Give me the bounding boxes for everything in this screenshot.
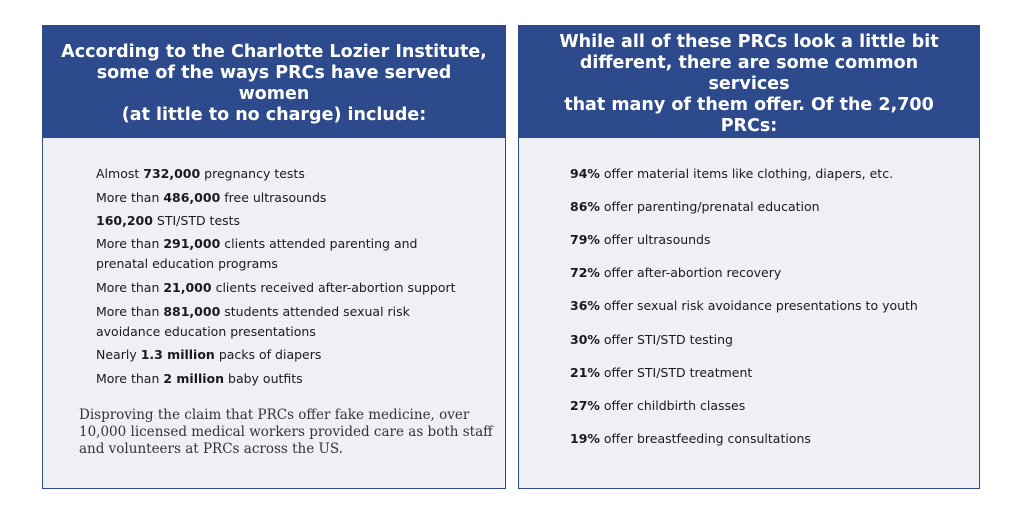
footnote: Disproving the claim that PRCs offer fak… bbox=[79, 407, 493, 457]
left-header-line: (at little to no charge) include: bbox=[121, 105, 427, 125]
stat-item: Almost 732,000 pregnancy tests bbox=[96, 166, 305, 181]
right-panel-header: While all of these PRCs look a little bi… bbox=[519, 26, 979, 138]
right-header-line: different, there are some common service… bbox=[579, 52, 919, 94]
stat-item: More than 486,000 free ultrasounds bbox=[96, 190, 327, 205]
service-item: 94% offer material items like clothing, … bbox=[570, 166, 894, 181]
left-panel: According to the Charlotte Lozier Instit… bbox=[42, 25, 506, 489]
stat-item: Nearly 1.3 million packs of diapers bbox=[96, 347, 322, 362]
service-item: 27% offer childbirth classes bbox=[570, 398, 746, 413]
right-header-line: While all of these PRCs look a little bi… bbox=[559, 31, 939, 52]
service-item: 21% offer STI/STD treatment bbox=[570, 365, 753, 380]
service-item: 36% offer sexual risk avoidance presenta… bbox=[570, 298, 918, 313]
stat-item: 160,200 STI/STD tests bbox=[96, 213, 241, 228]
stat-item: More than 881,000 students attended sexu… bbox=[96, 304, 410, 339]
left-panel-header: According to the Charlotte Lozier Instit… bbox=[43, 26, 505, 138]
service-item: 19% offer breastfeeding consultations bbox=[570, 431, 811, 446]
left-header-line: some of the ways PRCs have served women bbox=[96, 63, 452, 104]
service-item: 30% offer STI/STD testing bbox=[570, 332, 733, 347]
right-stat-list: 94% offer material items like clothing, … bbox=[519, 138, 979, 488]
right-panel: While all of these PRCs look a little bi… bbox=[518, 25, 980, 489]
right-header-line: that many of them offer. Of the 2,700 PR… bbox=[564, 94, 934, 136]
left-header-line: According to the Charlotte Lozier Instit… bbox=[61, 42, 487, 62]
service-item: 86% offer parenting/prenatal education bbox=[570, 199, 820, 214]
stat-item: More than 2 million baby outfits bbox=[96, 371, 303, 386]
service-item: 79% offer ultrasounds bbox=[570, 232, 711, 247]
service-item: 72% offer after-abortion recovery bbox=[570, 265, 782, 280]
stat-item: More than 21,000 clients received after-… bbox=[96, 280, 456, 295]
left-stat-list: Almost 732,000 pregnancy tests More than… bbox=[43, 138, 505, 488]
stat-item: More than 291,000 clients attended paren… bbox=[96, 236, 418, 271]
